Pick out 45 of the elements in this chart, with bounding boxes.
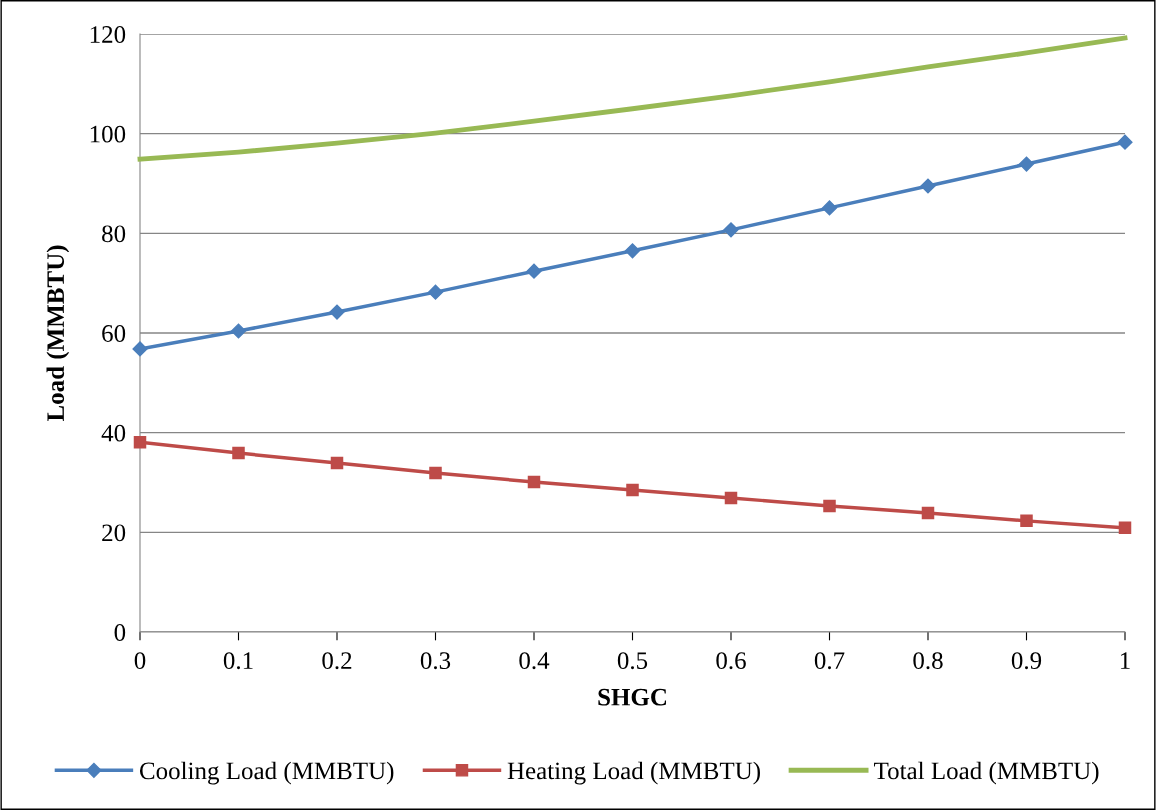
x-tick-label: 1: [1120, 652, 1130, 669]
y-tick-label: 120: [90, 26, 126, 43]
point: [232, 446, 245, 460]
point: [133, 435, 147, 449]
y-axis-title: Load (MMBTU): [46, 245, 70, 422]
point: [724, 491, 738, 505]
point: [823, 499, 836, 513]
legend-label: Heating Load (MMBTU): [507, 761, 760, 785]
x-tick-label: 0.3: [420, 652, 451, 670]
x-tick-label: 0.4: [519, 652, 550, 670]
x-tick-label: 0: [134, 652, 146, 670]
point: [821, 200, 838, 216]
point: [230, 323, 247, 339]
y-tick-label: 100: [90, 125, 126, 143]
point: [1118, 521, 1132, 535]
point: [427, 284, 444, 300]
point: [920, 178, 936, 194]
x-tick-label: 0.8: [913, 652, 943, 670]
y-tick-label: 0: [114, 624, 126, 641]
x-tick-label: 0.7: [814, 652, 845, 670]
x-axis-title: SHGC: [598, 688, 667, 706]
x-tick-label: 0.5: [617, 652, 648, 670]
point: [1117, 134, 1133, 150]
x-tick-label: 0.6: [716, 652, 746, 670]
x-tick-label: 0.2: [322, 652, 352, 670]
point: [723, 222, 739, 238]
y-tick-label: 80: [102, 225, 126, 243]
point: [624, 243, 641, 259]
point: [527, 475, 541, 489]
point: [626, 483, 639, 497]
y-tick-label: 20: [102, 524, 126, 542]
legend-label: Cooling Load (MMBTU): [139, 761, 394, 785]
y-tick-label: 40: [101, 424, 126, 442]
point: [1020, 514, 1033, 528]
y-tick-label: 60: [102, 325, 126, 342]
x-tick-label: 0.1: [223, 652, 253, 670]
legend-label: Total Load (MMBTU): [874, 761, 1099, 785]
point: [921, 506, 935, 520]
point: [330, 456, 344, 470]
x-tick-label: 0.9: [1011, 652, 1042, 670]
point: [526, 263, 542, 279]
point: [132, 341, 148, 357]
point: [329, 304, 345, 320]
point: [1018, 156, 1035, 172]
point: [429, 466, 442, 480]
